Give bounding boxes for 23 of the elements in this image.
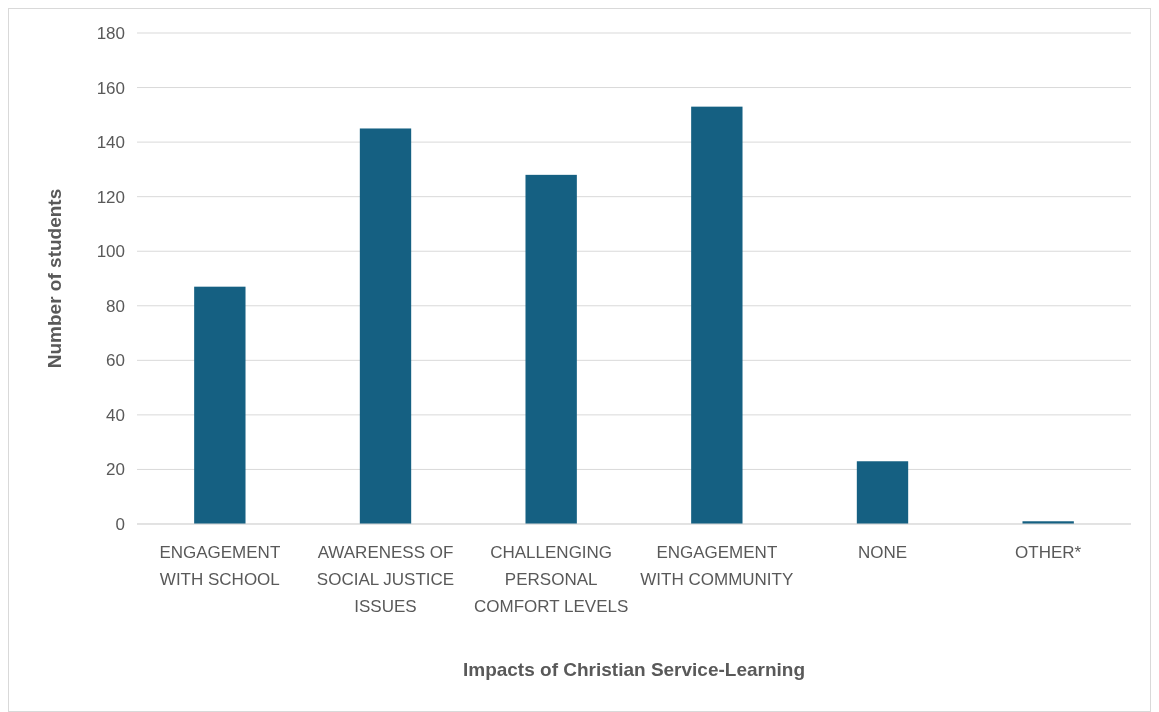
bar	[525, 174, 577, 524]
x-tick-label: CHALLENGING PERSONAL COMFORT LEVELS	[474, 543, 629, 616]
bar	[194, 286, 246, 524]
y-tick-label: 0	[115, 514, 125, 534]
bar	[691, 106, 743, 524]
bar	[359, 128, 412, 524]
x-axis-title: Impacts of Christian Service-Learning	[462, 659, 806, 680]
y-tick-label: 20	[106, 460, 125, 480]
y-axis-title: Number of students	[44, 188, 65, 369]
y-tick-label: 180	[96, 23, 125, 43]
y-tick-label: 160	[96, 78, 125, 98]
y-tick-label: 60	[106, 351, 125, 371]
x-tick-label: ENGAGEMENT WITH COMMUNITY	[640, 543, 794, 589]
y-tick-label: 140	[96, 133, 125, 153]
x-tick-label: AWARENESS OF SOCIAL JUSTICE ISSUES	[316, 543, 455, 616]
y-tick-label: 40	[106, 405, 125, 425]
x-tick-label: OTHER*	[1015, 543, 1082, 562]
y-tick-label: 100	[96, 242, 125, 262]
x-tick-label: NONE	[857, 543, 908, 562]
y-tick-label: 120	[96, 187, 125, 207]
y-tick-label: 80	[106, 296, 125, 316]
x-tick-label: ENGAGEMENT WITH SCHOOL	[159, 543, 281, 589]
bar	[856, 461, 909, 524]
